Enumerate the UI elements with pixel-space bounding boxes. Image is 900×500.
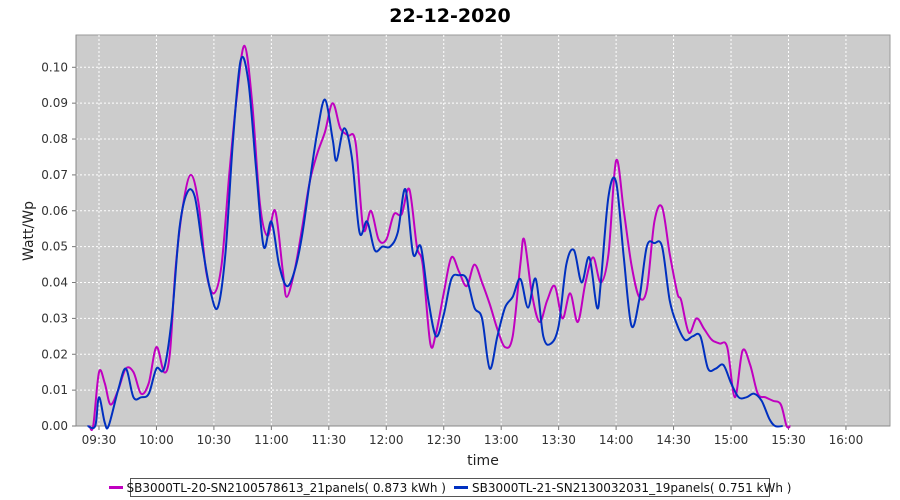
x-tick-label: 09:30 bbox=[82, 433, 117, 447]
series-line-1 bbox=[88, 44, 791, 431]
x-tick-label: 16:00 bbox=[829, 433, 864, 447]
x-tick-label: 10:30 bbox=[197, 433, 232, 447]
y-tick-label: 0.04 bbox=[41, 276, 68, 290]
y-tick-label: 0.10 bbox=[41, 60, 68, 74]
y-tick-label: 0.03 bbox=[41, 311, 68, 325]
y-tick-label: 0.01 bbox=[41, 383, 68, 397]
x-tick-label: 12:30 bbox=[426, 433, 461, 447]
x-tick-label: 15:00 bbox=[714, 433, 749, 447]
legend-item-series-2: SB3000TL-21-SN2130032031_19panels( 0.751… bbox=[454, 481, 791, 495]
x-tick-label: 15:30 bbox=[771, 433, 806, 447]
y-tick-label: 0.08 bbox=[41, 132, 68, 146]
x-axis-label: time bbox=[467, 453, 499, 469]
y-axis-label: Watt/Wp bbox=[21, 201, 37, 261]
x-tick-label: 11:30 bbox=[312, 433, 347, 447]
grid bbox=[76, 35, 890, 426]
y-tick-label: 0.09 bbox=[41, 96, 68, 110]
x-tick-label: 12:00 bbox=[369, 433, 404, 447]
axes: 0.00 0.01 0.02 0.03 0.04 0.05 0.06 0.07 0.08 0.09… bbox=[41, 35, 890, 447]
x-tick-label: 13:00 bbox=[484, 433, 519, 447]
x-tick-label: 14:00 bbox=[599, 433, 634, 447]
series-line-2 bbox=[87, 55, 783, 430]
y-tick-label: 0.05 bbox=[41, 240, 68, 254]
legend-swatch-series-1 bbox=[108, 486, 123, 489]
y-tick-label: 0.06 bbox=[41, 204, 68, 218]
x-tick-label: 13:30 bbox=[541, 433, 576, 447]
y-tick-label: 0.00 bbox=[41, 419, 68, 433]
legend-swatch-series-2 bbox=[454, 486, 468, 489]
legend-item-series-1: SB3000TL-20-SN2100578613_21panels( 0.873… bbox=[108, 480, 446, 495]
legend-label-series-1: SB3000TL-20-SN2100578613_21panels( 0.873… bbox=[126, 480, 446, 495]
y-tick-label: 0.07 bbox=[41, 168, 68, 182]
chart-title: 22-12-2020 bbox=[389, 5, 511, 27]
plot-area bbox=[75, 34, 891, 427]
legend-label-series-2: SB3000TL-21-SN2130032031_19panels( 0.751… bbox=[472, 480, 792, 495]
legend: SB3000TL-20-SN2100578613_21panels( 0.873… bbox=[108, 478, 791, 497]
x-tick-label: 11:00 bbox=[254, 433, 289, 447]
y-tick-label: 0.02 bbox=[41, 347, 68, 361]
x-tick-label: 14:30 bbox=[656, 433, 691, 447]
x-tick-label: 10:00 bbox=[139, 433, 174, 447]
series-lines bbox=[87, 44, 791, 431]
